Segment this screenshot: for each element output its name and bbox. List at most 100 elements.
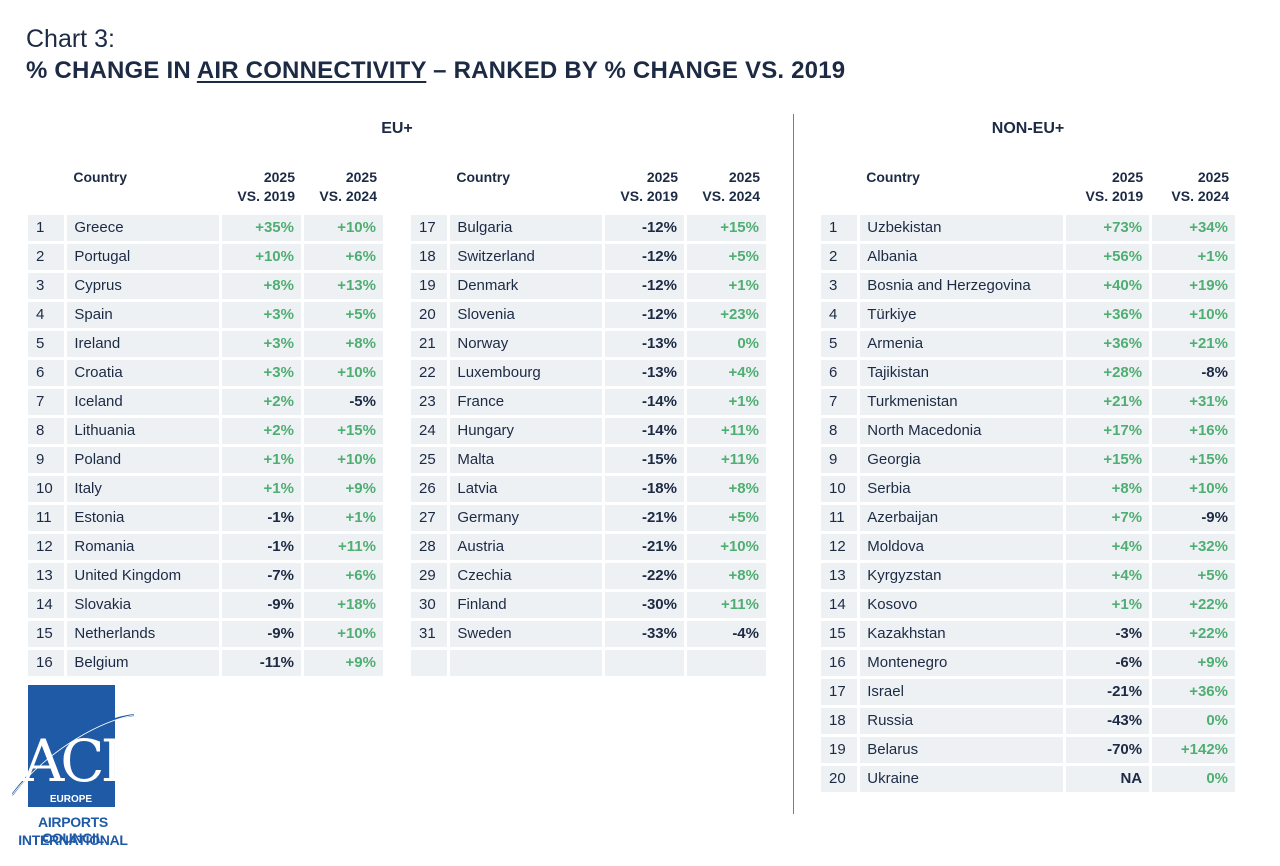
rank-cell: 12 (821, 534, 858, 560)
change-vs-2024-cell: +22% (1152, 592, 1235, 618)
change-vs-2024-cell: -8% (1152, 360, 1235, 386)
rank-cell: 25 (411, 447, 448, 473)
country-cell: Moldova (860, 534, 1064, 560)
change-vs-2024-cell: +31% (1152, 389, 1235, 415)
chart-title: % CHANGE IN AIR CONNECTIVITY – RANKED BY… (26, 57, 846, 84)
country-cell: Austria (450, 534, 603, 560)
country-cell: Norway (450, 331, 603, 357)
change-vs-2024-cell: -9% (1152, 505, 1235, 531)
non-eu-table: Country 2025 VS. 2019 2025 VS. 2024 1 Uzbekist… (818, 165, 1238, 795)
change-vs-2024-cell: +10% (304, 360, 383, 386)
change-vs-2024-cell: +10% (304, 215, 383, 241)
table-row: 3 Cyprus +8% +13% (28, 273, 383, 299)
change-vs-2024-cell: +32% (1152, 534, 1235, 560)
change-vs-2024-cell: +10% (687, 534, 766, 560)
change-vs-2019-cell: -11% (222, 650, 301, 676)
rank-cell: 20 (411, 302, 448, 328)
header-country: Country (866, 169, 920, 185)
change-vs-2019-cell: +17% (1066, 418, 1150, 444)
change-vs-2024-cell: +10% (304, 447, 383, 473)
country-cell: Switzerland (450, 244, 603, 270)
change-vs-2024-cell: +22% (1152, 621, 1235, 647)
change-vs-2024-cell: +8% (304, 331, 383, 357)
table-row: 19 Denmark -12% +1% (411, 273, 766, 299)
table-row: 4 Spain +3% +5% (28, 302, 383, 328)
header-row: Country 2025 VS. 2019 2025 VS. 2024 (28, 168, 383, 212)
table-row: 14 Slovakia -9% +18% (28, 592, 383, 618)
change-vs-2019-cell: -7% (222, 563, 301, 589)
country-cell: Latvia (450, 476, 603, 502)
change-vs-2019-cell: -9% (222, 592, 301, 618)
table-row: 8 North Macedonia +17% +16% (821, 418, 1235, 444)
country-cell: Slovakia (67, 592, 220, 618)
table-row: 15 Kazakhstan -3% +22% (821, 621, 1235, 647)
table-row: 18 Switzerland -12% +5% (411, 244, 766, 270)
table-row: 24 Hungary -14% +11% (411, 418, 766, 444)
rank-cell: 26 (411, 476, 448, 502)
change-vs-2019-cell: -14% (605, 418, 684, 444)
header-2025-vs-2024: 2025 VS. 2024 (1171, 169, 1229, 204)
change-vs-2024-cell: +36% (1152, 679, 1235, 705)
header-2025-vs-2019: 2025 VS. 2019 (620, 169, 678, 204)
change-vs-2019-cell: -18% (605, 476, 684, 502)
country-cell: Albania (860, 244, 1064, 270)
change-vs-2024-cell: +18% (304, 592, 383, 618)
change-vs-2024-cell: +10% (1152, 476, 1235, 502)
table-row: 1 Greece +35% +10% (28, 215, 383, 241)
change-vs-2024-cell: +4% (687, 360, 766, 386)
change-vs-2024-cell: +15% (1152, 447, 1235, 473)
rank-cell: 8 (821, 418, 858, 444)
rank-cell: 27 (411, 505, 448, 531)
change-vs-2024-cell: +11% (687, 592, 766, 618)
table-row: 11 Estonia -1% +1% (28, 505, 383, 531)
country-cell: Israel (860, 679, 1064, 705)
change-vs-2024-cell: +23% (687, 302, 766, 328)
rank-cell: 12 (28, 534, 65, 560)
change-vs-2019-cell: -21% (605, 534, 684, 560)
change-vs-2019-cell: +2% (222, 389, 301, 415)
rank-cell: 11 (28, 505, 65, 531)
rank-cell: 16 (821, 650, 858, 676)
country-cell: Germany (450, 505, 603, 531)
aci-logo-icon: ACI EUROPE (11, 685, 135, 807)
country-cell: Romania (67, 534, 220, 560)
change-vs-2019-cell: -12% (605, 273, 684, 299)
country-cell: Portugal (67, 244, 220, 270)
country-cell: Luxembourg (450, 360, 603, 386)
country-cell: Italy (67, 476, 220, 502)
table-row: 27 Germany -21% +5% (411, 505, 766, 531)
country-cell: Poland (67, 447, 220, 473)
change-vs-2024-cell: +15% (687, 215, 766, 241)
country-cell: Netherlands (67, 621, 220, 647)
rank-cell: 19 (821, 737, 858, 763)
logo-line1: AIRPORTS COUNCIL (38, 814, 108, 846)
header-row: Country 2025 VS. 2019 2025 VS. 2024 (821, 168, 1235, 212)
country-cell: Türkiye (860, 302, 1064, 328)
rank-cell: 2 (821, 244, 858, 270)
country-cell: Turkmenistan (860, 389, 1064, 415)
table-row: 16 Belgium -11% +9% (28, 650, 383, 676)
change-vs-2019-cell: +28% (1066, 360, 1150, 386)
country-cell: Belgium (67, 650, 220, 676)
change-vs-2019-cell: -1% (222, 534, 301, 560)
change-vs-2019-cell: +35% (222, 215, 301, 241)
rank-cell: 10 (821, 476, 858, 502)
change-vs-2024-cell: 0% (1152, 766, 1235, 792)
table-row: 16 Montenegro -6% +9% (821, 650, 1235, 676)
rank-cell: 3 (821, 273, 858, 299)
table-row: 3 Bosnia and Herzegovina +40% +19% (821, 273, 1235, 299)
change-vs-2024-cell: +5% (687, 505, 766, 531)
change-vs-2024-cell: +15% (304, 418, 383, 444)
change-vs-2024-cell: +6% (304, 244, 383, 270)
table-row: 20 Ukraine NA 0% (821, 766, 1235, 792)
country-cell (450, 650, 603, 676)
change-vs-2024-cell: +10% (304, 621, 383, 647)
title-underlined: AIR CONNECTIVITY (196, 57, 427, 84)
rank-cell: 3 (28, 273, 65, 299)
table-row: 2 Albania +56% +1% (821, 244, 1235, 270)
change-vs-2024-cell: +8% (687, 563, 766, 589)
rank-cell: 9 (28, 447, 65, 473)
change-vs-2019-cell: -12% (605, 302, 684, 328)
non-eu-heading: NON-EU+ (991, 120, 1065, 137)
country-cell: Spain (67, 302, 220, 328)
